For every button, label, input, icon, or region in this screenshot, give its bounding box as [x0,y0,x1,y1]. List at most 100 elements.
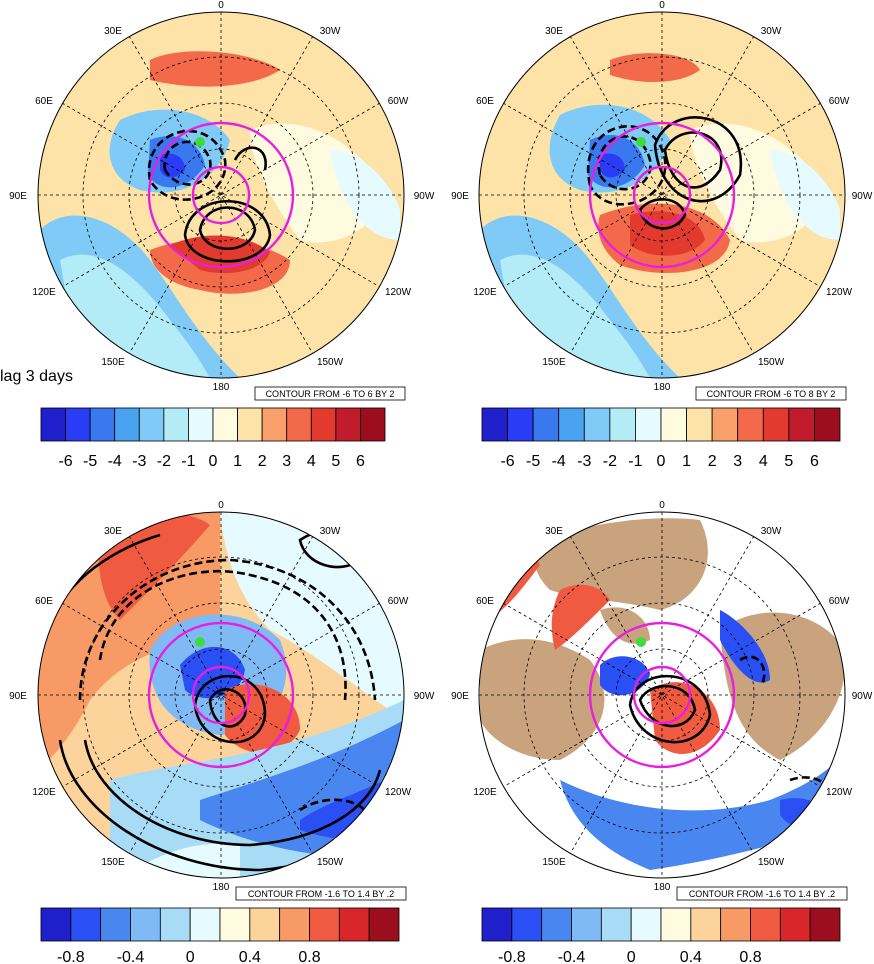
colorbar-swatch [737,407,764,442]
location-marker [195,637,205,647]
svg-text:90W: 90W [414,191,435,202]
colorbar-tick-label: 0.8 [298,949,320,964]
colorbar-tick-label: 1 [682,453,691,470]
colorbar-swatch [40,907,72,942]
graticule [38,12,404,378]
polar-labels: 0 30E 30W 60E 60W 90E 90W 120E 120W 150E… [9,0,435,393]
svg-text:150W: 150W [317,357,344,368]
contour-info: CONTOUR FROM -1.6 TO 1.4 BY .2 [689,889,835,899]
contour-info-box [254,386,406,401]
colorbar-swatch [711,407,739,442]
colorbar-swatch [762,407,790,442]
colorbar-swatch [660,907,692,942]
svg-text:150E: 150E [101,357,125,368]
colorbar-swatch [309,907,340,942]
svg-text:60W: 60W [388,96,409,107]
colorbar-tick-label: 2 [258,453,267,470]
colorbar-swatch [219,907,251,942]
colorbar-tick-label: -1 [181,453,195,470]
polar-labels: 0 30E 30W 60E 60W 90E 90W 120E 120W 150E… [9,500,435,893]
colorbar-swatch [130,907,161,942]
colorbar-swatch [788,407,815,442]
svg-text:30E: 30E [104,26,122,37]
colorbar-top-left: -6 -5 -4 -3 -2 -1 0 1 2 3 4 5 6 [40,407,386,470]
colorbar-swatch [511,907,543,942]
colorbar-swatch [609,407,636,442]
map-panel-top-right: 0 30E 30W 60E 60W 90E 90W 120E 120W 150E… [451,0,873,470]
location-marker [195,137,205,147]
colorbar-swatch [690,907,722,942]
svg-text:180: 180 [654,882,671,893]
svg-text:180: 180 [213,882,230,893]
colorbar-tick-label: -5 [83,453,97,470]
colorbar-swatch [571,907,602,942]
colorbar-tick-label: 6 [356,453,365,470]
polar-labels: 0 30E 30W 60E 60W 90E 90W 120E 120W 150E… [451,0,873,393]
svg-text:60W: 60W [388,596,409,607]
colorbar-tick-label: 4 [307,453,316,470]
colorbar-tick-label: 5 [331,453,340,470]
colorbar-swatch [558,407,585,442]
svg-text:30W: 30W [320,526,341,537]
svg-text:120E: 120E [32,787,56,798]
colorbar-swatch [237,407,263,442]
colorbar-swatch [40,407,66,442]
colorbar-tick-label: 3 [282,453,291,470]
svg-text:150E: 150E [542,357,566,368]
colorbar-swatch [65,407,91,442]
svg-text:120E: 120E [473,787,497,798]
reference-circles [588,121,736,269]
svg-text:30W: 30W [761,26,782,37]
contours [147,129,272,263]
colorbar-swatch [188,407,214,442]
svg-text:60E: 60E [476,96,494,107]
colorbar-swatch [159,907,191,942]
colorbar-tick-label: -5 [526,453,540,470]
colorbar-swatch [600,907,632,942]
colorbar-tick-label: 1 [233,453,242,470]
colorbar-swatch [279,907,310,942]
svg-text:150E: 150E [101,857,125,868]
graticule [479,512,845,878]
colorbar-tick-label: -3 [577,453,591,470]
svg-text:120E: 120E [473,287,497,298]
svg-text:120E: 120E [32,287,56,298]
svg-text:0: 0 [659,0,665,11]
colorbar-tick-label: -6 [500,453,514,470]
colorbar-bottom-left: -0.8 -0.4 0 0.4 0.8 [40,907,400,964]
colorbar-tick-label: -0.4 [117,949,145,964]
colorbar-swatch [779,907,811,942]
svg-text:180: 180 [213,382,230,393]
colorbar-swatch [100,907,131,942]
colorbar-swatch [630,907,662,942]
svg-text:30E: 30E [545,26,563,37]
contour-info-box [235,886,407,901]
svg-text:0: 0 [218,500,224,511]
colorbar-tick-label: 2 [708,453,717,470]
svg-text:30W: 30W [320,26,341,37]
colorbar-tick-label: 0.4 [680,949,702,964]
svg-text:90E: 90E [9,191,27,202]
contour-info-box [676,886,848,901]
svg-text:0: 0 [659,500,665,511]
colorbar-swatch [249,907,281,942]
svg-text:90E: 90E [9,691,27,702]
svg-text:150W: 150W [758,857,785,868]
svg-text:60E: 60E [35,96,53,107]
svg-text:60W: 60W [829,596,850,607]
colorbar-swatch [335,407,361,442]
colorbar-swatch [70,907,102,942]
reference-circles [147,121,295,269]
reference-circles [588,621,736,769]
colorbar-tick-label: -4 [552,453,566,470]
svg-text:120W: 120W [385,287,412,298]
svg-text:120W: 120W [385,787,412,798]
svg-text:0: 0 [218,0,224,11]
contour-info: CONTOUR FROM -1.6 TO 1.4 BY .2 [248,889,394,899]
colorbar-swatch [660,407,687,442]
colorbar-tick-label: -3 [132,453,146,470]
polar-labels: 0 30E 30W 60E 60W 90E 90W 120E 120W 150E… [451,500,873,893]
colorbar-swatch [368,907,400,942]
colorbar-swatch [481,907,513,942]
colorbar-tick-label: -0.8 [498,949,526,964]
